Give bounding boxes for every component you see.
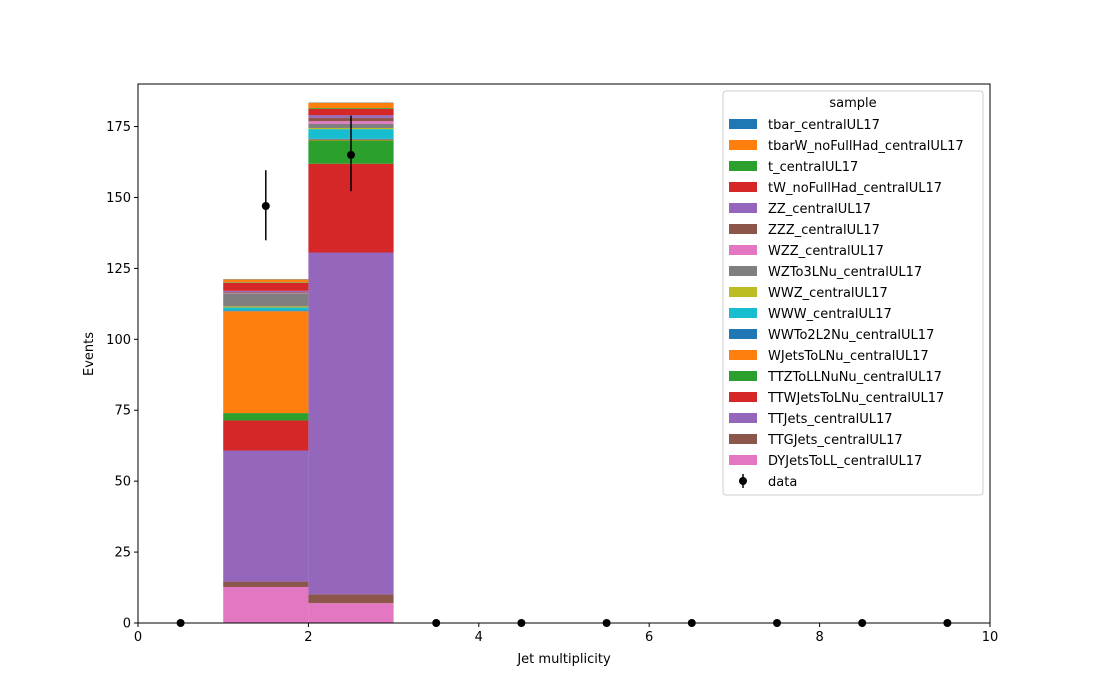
legend-swatch-wzz-centralul17 (729, 245, 757, 255)
legend-label-ttjets-centralul17: TTJets_centralUL17 (767, 412, 893, 427)
bar-t-centralul17-bin-1 (223, 282, 309, 283)
legend-swatch-ttjets-centralul17 (729, 413, 757, 423)
y-tick-label-75: 75 (114, 404, 131, 419)
legend-swatch-dyjetstoll-centralul17 (729, 455, 757, 465)
legend-label-dyjetstoll-centralul17: DYJetsToLL_centralUL17 (768, 454, 922, 469)
data-point-1 (261, 201, 270, 210)
legend-swatch-zzz-centralul17 (729, 224, 757, 234)
legend-label-zz-centralul17: ZZ_centralUL17 (768, 202, 871, 217)
x-tick-label-6: 6 (645, 630, 653, 645)
y-tick-label-50: 50 (114, 475, 131, 490)
bar-wzto3lnu-centralul17-bin-1 (223, 293, 309, 307)
bar-tbarw-nofullhad-centralul17-bin-1 (223, 279, 309, 283)
legend-label-tw-nofullhad-centralul17: tW_noFullHad_centralUL17 (768, 181, 942, 196)
legend-label-wzz-centralul17: WZZ_centralUL17 (768, 244, 884, 259)
legend-label-wwto2l2nu-centralul17: WWTo2L2Nu_centralUL17 (768, 328, 934, 343)
legend-data-marker (739, 477, 747, 485)
bar-wjetstolnu-centralul17-bin-1 (223, 311, 309, 414)
bar-ttgjets-centralul17-bin-1 (223, 581, 309, 587)
legend-box (722, 90, 984, 496)
bar-dyjetstoll-centralul17-bin-2 (308, 603, 394, 623)
legend-label-ttgjets-centralul17: TTGJets_centralUL17 (767, 433, 903, 448)
legend-swatch-wwz-centralul17 (729, 287, 757, 297)
legend-swatch-ttztollnunu-centralul17 (729, 371, 757, 381)
legend-swatch-wjetstolnu-centralul17 (729, 350, 757, 360)
stacked-bars (223, 102, 394, 623)
legend-label-www-centralul17: WWW_centralUL17 (768, 307, 892, 322)
bar-wwz-centralul17-bin-1 (223, 306, 309, 308)
legend-label-wjetstolnu-centralul17: WJetsToLNu_centralUL17 (768, 349, 929, 364)
bar-zz-centralul17-bin-1 (223, 290, 309, 292)
bar-zzz-centralul17-bin-1 (223, 291, 309, 293)
legend-swatch-wwto2l2nu-centralul17 (729, 329, 757, 339)
bar-wwto2l2nu-centralul17-bin-1 (223, 310, 309, 312)
legend-swatch-ttgjets-centralul17 (729, 434, 757, 444)
legend-entries: tbar_centralUL17 tbarW_noFullHad_centralU… (729, 118, 964, 490)
legend-label-tbarw-nofullhad-centralul17: tbarW_noFullHad_centralUL17 (768, 139, 964, 154)
bar-dyjetstoll-centralul17-bin-1 (223, 586, 309, 623)
legend-swatch-wzto3lnu-centralul17 (729, 266, 757, 276)
x-tick-label-4: 4 (475, 630, 483, 645)
legend-swatch-zz-centralul17 (729, 203, 757, 213)
legend-swatch-tbarw-nofullhad-centralul17 (729, 140, 757, 150)
bar-ttjets-centralul17-bin-1 (223, 450, 309, 582)
legend-label-zzz-centralul17: ZZZ_centralUL17 (768, 223, 880, 238)
x-axis-ticks: 0 2 4 6 8 10 (134, 623, 998, 645)
legend-label-wzto3lnu-centralul17: WZTo3LNu_centralUL17 (768, 265, 922, 280)
legend-swatch-tw-nofullhad-centralul17 (729, 182, 757, 192)
legend-label-tbar-centralul17: tbar_centralUL17 (768, 118, 880, 133)
y-axis-label: Events (82, 332, 97, 376)
x-tick-label-10: 10 (982, 630, 999, 645)
x-tick-label-0: 0 (134, 630, 142, 645)
legend-label-t-centralul17: t_centralUL17 (768, 160, 858, 175)
legend: sample tbar_centralUL17 tbarW_noFullHad_c… (722, 90, 984, 496)
legend-label-wwz-centralul17: WWZ_centralUL17 (768, 286, 888, 301)
legend-swatch-tbar-centralul17 (729, 119, 757, 129)
y-tick-label-25: 25 (114, 546, 131, 561)
bar-tw-nofullhad-centralul17-bin-2 (308, 108, 394, 116)
y-tick-label-150: 150 (106, 191, 131, 206)
legend-label-ttwjetstolnu-centralul17: TTWJetsToLNu_centralUL17 (767, 391, 944, 406)
y-tick-label-175: 175 (106, 120, 131, 135)
legend-label-data: data (768, 475, 797, 490)
legend-swatch-t-centralul17 (729, 161, 757, 171)
x-axis-label: Jet multiplicity (516, 652, 611, 667)
bar-ttgjets-centralul17-bin-2 (308, 594, 394, 604)
y-axis-ticks: 0 25 50 75 100 125 150 175 (106, 120, 138, 632)
y-tick-label-125: 125 (106, 262, 131, 277)
legend-label-ttztollnunu-centralul17: TTZToLLNuNu_centralUL17 (767, 370, 942, 385)
bar-wzz-centralul17-bin-1 (223, 292, 309, 294)
x-tick-label-8: 8 (815, 630, 823, 645)
bar-ttjets-centralul17-bin-2 (308, 252, 394, 595)
bar-ttztollnunu-centralul17-bin-1 (223, 413, 309, 421)
bar-ttwjetstolnu-centralul17-bin-1 (223, 420, 309, 451)
bar-tw-nofullhad-centralul17-bin-1 (223, 282, 309, 291)
x-tick-label-2: 2 (304, 630, 312, 645)
plot-frame (137, 83, 991, 624)
legend-title: sample (829, 96, 876, 111)
legend-swatch-www-centralul17 (729, 308, 757, 318)
bar-t-centralul17-bin-2 (308, 108, 394, 109)
y-tick-label-0: 0 (123, 617, 131, 632)
bar-www-centralul17-bin-1 (223, 307, 309, 311)
legend-swatch-ttwjetstolnu-centralul17 (729, 392, 757, 402)
data-point-2 (347, 150, 355, 159)
bar-tbarw-nofullhad-centralul17-bin-2 (308, 102, 394, 109)
y-tick-label-100: 100 (106, 333, 131, 348)
